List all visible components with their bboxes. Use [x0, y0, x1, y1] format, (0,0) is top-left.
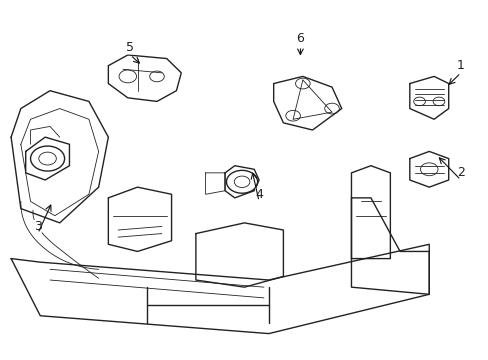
Text: 1: 1 — [456, 59, 464, 72]
Text: 3: 3 — [34, 220, 41, 233]
Text: 6: 6 — [296, 32, 304, 45]
Text: 4: 4 — [255, 188, 263, 201]
Text: 2: 2 — [456, 166, 464, 179]
Text: 5: 5 — [126, 41, 134, 54]
